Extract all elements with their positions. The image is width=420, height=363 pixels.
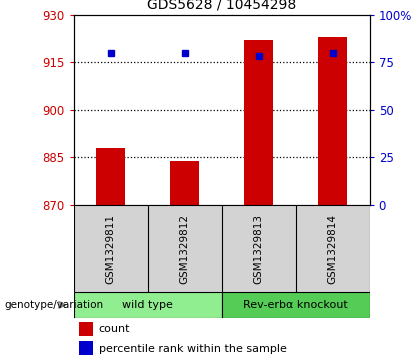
Text: GSM1329814: GSM1329814 [328, 214, 338, 284]
Text: GSM1329812: GSM1329812 [179, 214, 189, 284]
Title: GDS5628 / 10454298: GDS5628 / 10454298 [147, 0, 296, 12]
Text: count: count [99, 325, 130, 334]
Bar [74, 292, 222, 318]
Bar [74, 205, 147, 292]
Text: GSM1329813: GSM1329813 [254, 214, 264, 284]
Text: percentile rank within the sample: percentile rank within the sample [99, 344, 286, 354]
Bar [147, 205, 222, 292]
Bar [96, 148, 125, 205]
Bar [79, 341, 93, 355]
Bar [170, 161, 200, 205]
Text: Rev-erbα knockout: Rev-erbα knockout [243, 300, 348, 310]
Bar [296, 205, 370, 292]
Text: wild type: wild type [122, 300, 173, 310]
Bar [222, 205, 296, 292]
Bar [318, 37, 347, 205]
Bar [79, 322, 93, 336]
Text: GSM1329811: GSM1329811 [105, 214, 116, 284]
Text: genotype/variation: genotype/variation [4, 300, 103, 310]
Bar [222, 292, 370, 318]
Bar [244, 40, 273, 205]
